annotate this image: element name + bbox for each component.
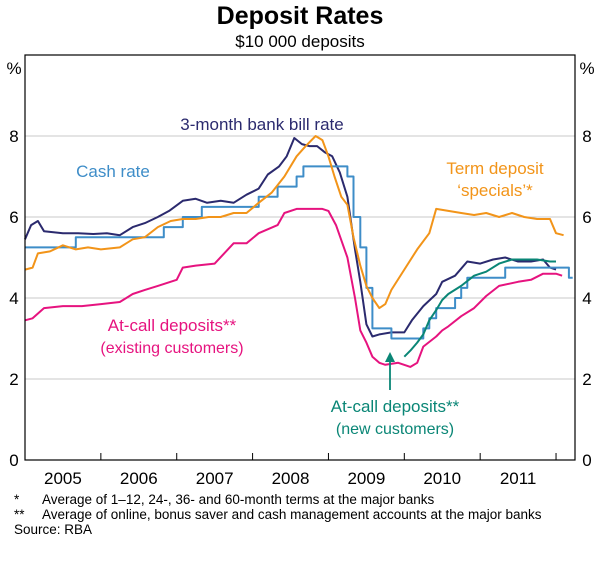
footnote-2-text: Average of online, bonus saver and cash …	[42, 507, 542, 522]
y-tick-label-right: 6	[582, 208, 591, 227]
footnotes: * Average of 1–12, 24-, 36- and 60-month…	[14, 492, 594, 537]
series-label-term-deposit-specials-line-1: Term deposit	[446, 159, 544, 178]
y-tick-label-left: 4	[9, 289, 18, 308]
chart-subtitle: $10 000 deposits	[235, 32, 365, 51]
chart-title: Deposit Rates	[216, 2, 384, 30]
series-label-3-month-bank-bill-rate-line-1: 3-month bank bill rate	[180, 115, 343, 134]
series-label-term-deposit-specials-line-2: ‘specials’*	[457, 181, 533, 200]
y-tick-label-left: 6	[9, 208, 18, 227]
plot-frame	[24, 54, 576, 461]
y-tick-label-left: 8	[9, 127, 18, 146]
footnote-1-text: Average of 1–12, 24-, 36- and 60-month t…	[42, 492, 435, 507]
y-tick-label-left: 2	[9, 370, 18, 389]
x-tick-label: 2007	[196, 469, 234, 488]
series-label-cash-rate-line-1: Cash rate	[76, 162, 150, 181]
footnote-1: * Average of 1–12, 24-, 36- and 60-month…	[14, 492, 594, 507]
x-tick-label: 2011	[500, 469, 537, 488]
series-line-3-month-bank-bill-rate	[24, 137, 557, 338]
footnote-2-mark: **	[14, 507, 25, 522]
deposit-rates-chart: 0 02 24 46 68 8 2005 2006 2007 2008 2009 2010 2011 …	[6, 54, 595, 488]
footnote-2: ** Average of online, bonus saver and ca…	[14, 507, 594, 522]
y-axis-label-left: %	[6, 59, 21, 78]
source-note: Source: RBA	[14, 522, 93, 537]
series-label-at-call-deposits-existing-customers-line-2: (existing customers)	[100, 340, 243, 357]
new-customers-arrow-head	[385, 352, 395, 362]
y-tick-label-right: 0	[582, 451, 591, 470]
x-tick-label: 2010	[423, 469, 461, 488]
y-axis-label-right: %	[579, 59, 594, 78]
series-line-term-deposit-specials	[24, 135, 564, 310]
y-tick-label-right: 4	[582, 289, 591, 308]
x-tick-label: 2005	[44, 469, 82, 488]
footnote-1-mark: *	[14, 492, 20, 507]
series-label-at-call-deposits-existing-customers-line-1: At-call deposits**	[108, 316, 237, 335]
series-line-at-call-deposits-existing-customers	[24, 207, 563, 368]
series-label-at-call-deposits-new-customers-line-2: (new customers)	[336, 421, 454, 438]
y-tick-label-right: 2	[582, 370, 591, 389]
x-tick-label: 2009	[347, 469, 385, 488]
x-tick-label: 2008	[272, 469, 310, 488]
series-line-at-call-deposits-new-customers	[403, 258, 556, 358]
y-tick-label-left: 0	[9, 451, 18, 470]
x-tick-label: 2006	[120, 469, 158, 488]
y-tick-label-right: 8	[582, 127, 591, 146]
series-line-cash-rate	[25, 165, 573, 340]
series-label-at-call-deposits-new-customers-line-1: At-call deposits**	[331, 397, 460, 416]
